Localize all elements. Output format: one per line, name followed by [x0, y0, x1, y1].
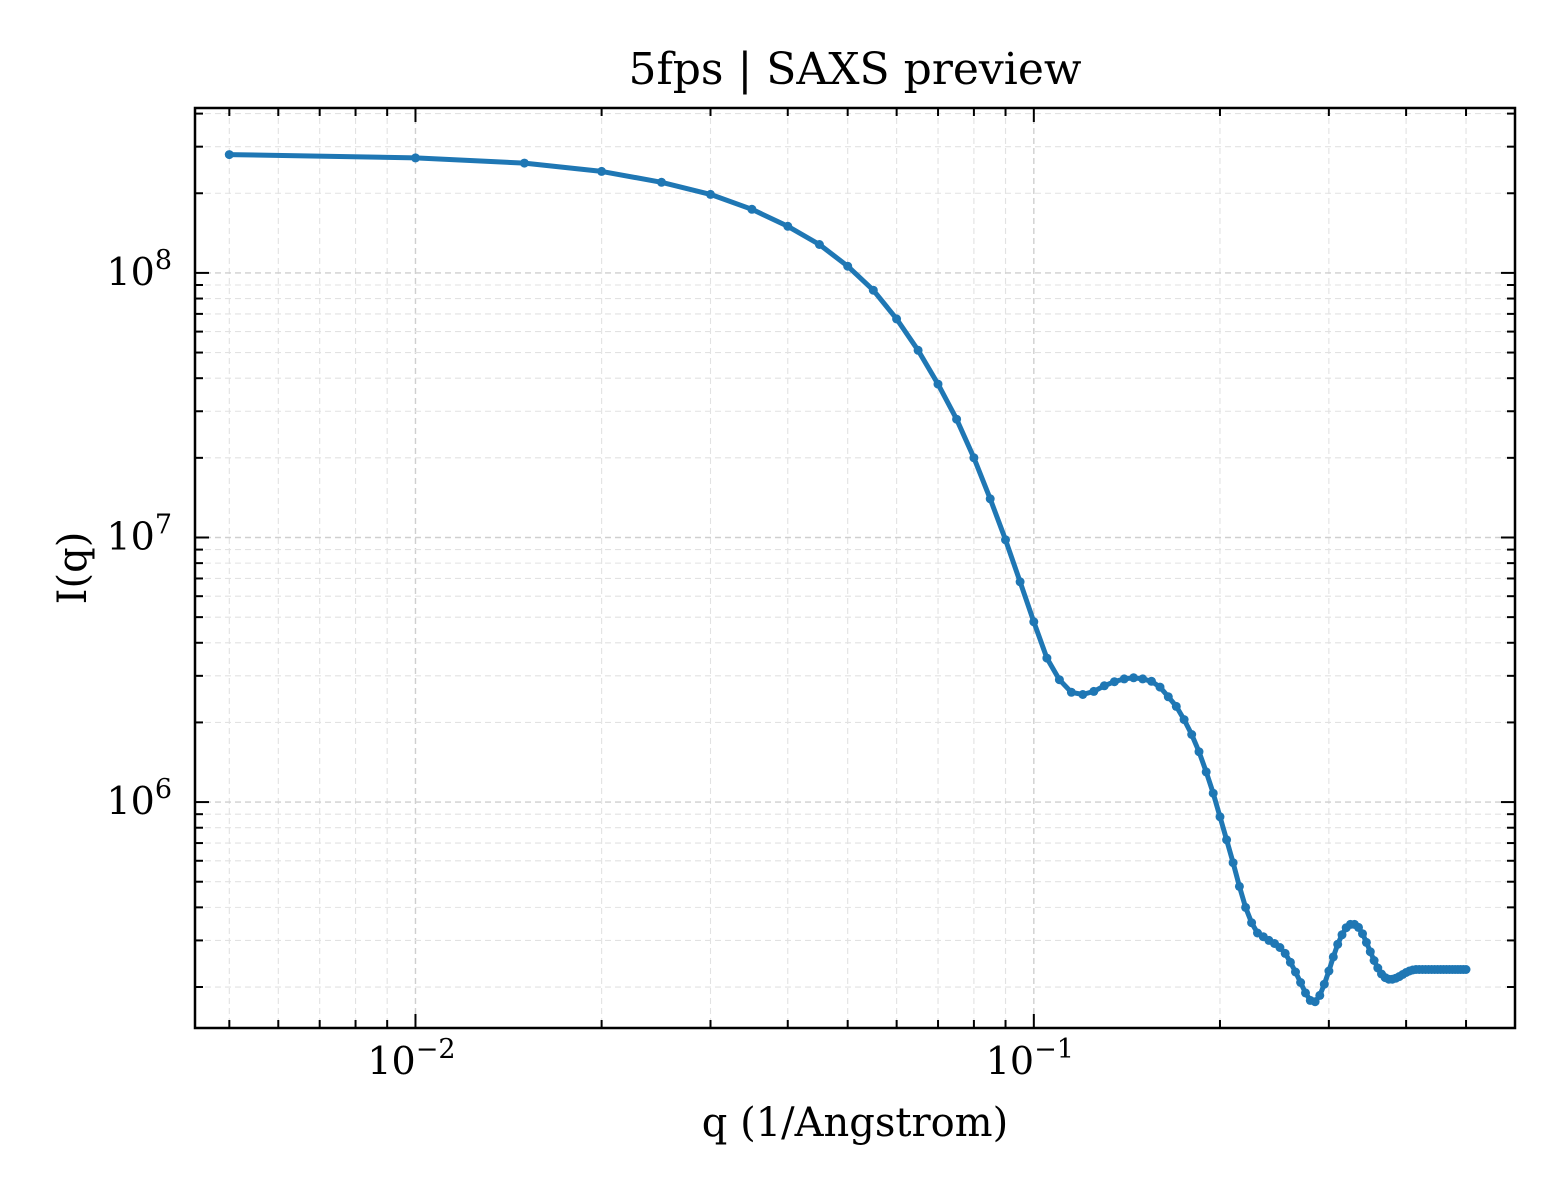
- x-axis-label: q (1/Angstrom): [702, 1100, 1008, 1146]
- y-tick-label-exponent: 8: [155, 245, 172, 276]
- y-tick-label: 108: [106, 245, 172, 294]
- data-point: [1228, 858, 1238, 868]
- y-axis-label: I(q): [50, 532, 96, 605]
- data-point: [1369, 956, 1379, 965]
- data-point: [952, 414, 962, 424]
- data-point: [1042, 653, 1052, 663]
- plot-frame: [193, 106, 1517, 1030]
- data-point: [747, 204, 757, 214]
- data-point: [1328, 952, 1338, 962]
- data-point: [411, 153, 420, 163]
- data-point: [1247, 918, 1257, 928]
- y-tick-label: 106: [106, 774, 172, 823]
- y-tick-label-exponent: 6: [155, 774, 172, 805]
- data-point: [1208, 788, 1218, 798]
- data-point: [1291, 967, 1300, 977]
- data-point: [868, 285, 878, 295]
- y-tick-label-base: 10: [106, 250, 154, 294]
- data-point: [1054, 675, 1064, 685]
- data-point: [1078, 690, 1088, 699]
- y-tick-label-base: 10: [106, 514, 154, 558]
- data-point: [1275, 943, 1285, 952]
- data-point: [1333, 939, 1343, 949]
- data-point: [1222, 835, 1232, 845]
- data-point: [224, 150, 234, 160]
- data-point: [1179, 715, 1189, 725]
- data-point: [1001, 535, 1010, 545]
- data-point: [1089, 686, 1099, 696]
- grid-lines: [195, 108, 1515, 1028]
- data-point: [933, 379, 943, 389]
- data-point: [1461, 965, 1471, 974]
- data-point: [1066, 687, 1076, 697]
- data-point: [1138, 674, 1148, 684]
- y-tick-label: 107: [106, 509, 172, 558]
- data-point: [1099, 681, 1109, 691]
- data-point: [843, 261, 853, 271]
- data-point: [1285, 957, 1295, 967]
- x-tick-label-exponent: −2: [416, 1034, 456, 1065]
- data-point: [1015, 577, 1025, 587]
- data-point: [1315, 990, 1325, 1000]
- data-point: [1194, 747, 1204, 757]
- y-tick-label-exponent: 7: [155, 509, 172, 540]
- data-point: [814, 240, 824, 249]
- data-point: [1280, 948, 1290, 958]
- x-tick-label-base: 10: [367, 1039, 415, 1083]
- data-point: [1301, 988, 1310, 998]
- data-point: [1361, 937, 1371, 947]
- data-point: [1324, 966, 1334, 976]
- y-tick-label-base: 10: [106, 779, 154, 823]
- data-point: [969, 453, 979, 463]
- data-point: [1171, 701, 1181, 711]
- data-series: [224, 150, 1471, 1007]
- data-point: [1215, 812, 1225, 822]
- data-point: [706, 189, 715, 199]
- x-tick-label-base: 10: [986, 1039, 1034, 1083]
- x-tick-label: 10−2: [367, 1034, 455, 1083]
- data-point: [657, 177, 666, 187]
- data-point: [1296, 978, 1306, 987]
- chart-title: 5fps | SAXS preview: [628, 44, 1081, 95]
- data-point: [1365, 947, 1375, 957]
- data-point: [985, 494, 995, 504]
- data-point: [1029, 617, 1039, 627]
- data-point: [1155, 682, 1165, 692]
- data-point: [783, 221, 793, 231]
- data-point: [1310, 997, 1320, 1007]
- data-point: [892, 314, 902, 324]
- data-point: [1119, 674, 1129, 684]
- data-point: [519, 158, 529, 168]
- data-point: [1129, 673, 1139, 683]
- data-point: [1241, 902, 1251, 912]
- data-point: [1109, 677, 1119, 687]
- data-point: [1358, 929, 1367, 939]
- x-tick-label: 10−1: [986, 1034, 1074, 1083]
- data-point: [1187, 730, 1197, 739]
- data-point: [1201, 767, 1211, 777]
- data-point: [913, 345, 923, 355]
- data-point: [1337, 930, 1347, 940]
- axis-ticks: [195, 108, 1515, 1028]
- data-point: [1234, 881, 1244, 891]
- data-point: [1147, 676, 1156, 686]
- x-tick-label-exponent: −1: [1034, 1034, 1074, 1065]
- data-point: [1163, 692, 1173, 702]
- data-point: [597, 166, 607, 176]
- data-point: [1319, 979, 1329, 989]
